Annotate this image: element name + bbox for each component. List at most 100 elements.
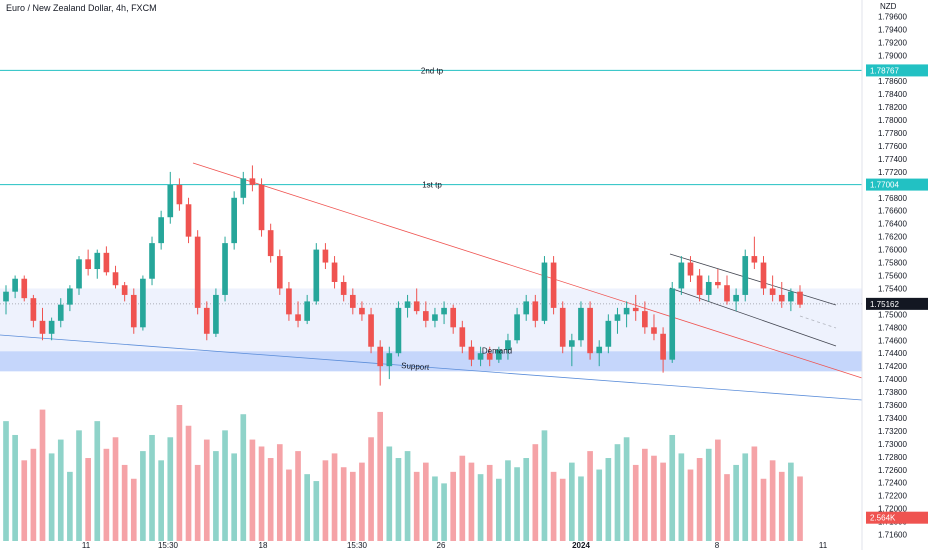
candle-body <box>578 307 584 341</box>
candle-body <box>413 301 420 312</box>
candle-body <box>149 243 155 279</box>
support-line-label: Support <box>401 361 430 372</box>
price-tick-label: 1.74600 <box>878 336 907 345</box>
price-tag-box <box>866 64 928 77</box>
volume-bar <box>94 421 101 541</box>
price-tick-label: 1.72800 <box>878 453 907 462</box>
volume-bar <box>194 464 201 541</box>
price-tick-label: 1.78400 <box>878 90 907 99</box>
price-tick-label: 1.75400 <box>878 284 907 293</box>
volume-bar <box>130 478 137 541</box>
candle-body <box>432 314 438 321</box>
candle-body <box>532 301 539 321</box>
volume-bar <box>705 448 712 541</box>
candle-body <box>623 307 630 315</box>
volume-bar <box>477 474 484 541</box>
volume-bar <box>67 471 73 541</box>
descending-trendline <box>192 162 863 379</box>
price-tick-label: 1.75800 <box>878 259 907 268</box>
price-tick-label: 1.77800 <box>878 129 907 138</box>
candle-body <box>249 178 256 185</box>
candle-body <box>404 301 411 308</box>
volume-bar <box>167 437 174 541</box>
volume-bar <box>140 451 146 541</box>
volume-tag: 2.564K <box>866 511 928 524</box>
price-tick-label: 1.79000 <box>878 51 907 60</box>
time-tick-label: 15:30 <box>158 541 179 550</box>
candle-body <box>660 333 666 360</box>
candle-body <box>48 320 55 334</box>
first-tp-label: 1st tp <box>422 181 442 190</box>
price-tick-label: 1.74000 <box>878 375 907 384</box>
demand-zone <box>0 351 862 372</box>
volume-bar <box>203 439 210 541</box>
volume-bar <box>340 467 347 541</box>
candle-body <box>477 353 484 360</box>
candle-body <box>222 243 228 295</box>
candle-body <box>130 294 137 328</box>
volume-bar <box>541 430 548 541</box>
volume-bar <box>778 471 785 541</box>
channel-lower-line <box>669 287 837 347</box>
volume-bar <box>295 451 301 541</box>
volume-bar <box>559 478 566 541</box>
volume-bar <box>550 471 557 541</box>
current-price-tag: 1.75162 <box>866 297 928 310</box>
volume-bar <box>605 458 612 541</box>
candle-body <box>176 184 183 205</box>
price-tag-label: 1.77004 <box>870 181 899 190</box>
candle-body <box>267 230 274 257</box>
candle-body <box>276 256 283 289</box>
time-tick-label: 26 <box>437 541 446 550</box>
volume-bar <box>532 444 539 541</box>
volume-bar <box>642 448 648 541</box>
volume-bar <box>267 458 274 541</box>
price-tick-label: 1.79200 <box>878 38 907 47</box>
candle-body <box>505 340 511 350</box>
price-tick-label: 1.73800 <box>878 388 907 397</box>
volume-bar <box>3 421 9 541</box>
volume-bar <box>450 471 457 541</box>
volume-bar <box>21 460 28 541</box>
candle-body <box>258 184 265 231</box>
price-tag-box <box>866 297 928 310</box>
candle-body <box>213 294 219 334</box>
channel-upper-line <box>669 253 837 306</box>
volume-bar <box>322 460 329 541</box>
volume-bar <box>669 434 676 541</box>
candle-body <box>158 217 164 244</box>
volume-bar <box>377 411 384 541</box>
candle-body <box>514 314 520 341</box>
candle-body <box>194 236 201 308</box>
price-tag-label: 1.75162 <box>870 300 899 309</box>
candle-body <box>103 252 110 273</box>
candle-body <box>614 314 621 321</box>
candle-body <box>167 184 174 218</box>
price-tick-label: 1.77600 <box>878 142 907 151</box>
time-tick-label: 11 <box>82 541 91 550</box>
support-trendline <box>0 334 863 401</box>
candle-body <box>21 278 28 299</box>
1st-tp-price-tag: 1.77004 <box>866 178 928 191</box>
price-tick-label: 1.72000 <box>878 505 907 514</box>
candle-body <box>651 327 657 334</box>
candle-body <box>605 320 612 347</box>
volume-bar <box>240 414 247 541</box>
volume-bar <box>30 448 37 541</box>
volume-bar <box>222 430 228 541</box>
volume-bar <box>587 451 593 541</box>
candle-body <box>541 262 548 321</box>
price-tick-label: 1.76800 <box>878 194 907 203</box>
volume-bar <box>231 453 237 541</box>
candle-body <box>550 262 557 308</box>
range-zone <box>0 288 862 352</box>
price-tag-label: 1.78767 <box>870 66 899 75</box>
candle-body <box>760 262 767 289</box>
time-tick-label: 18 <box>259 541 268 550</box>
volume-bar <box>112 437 119 541</box>
volume-bar <box>276 444 283 541</box>
candle-body <box>486 353 493 360</box>
candle-body <box>322 249 329 263</box>
candle-body <box>669 288 676 360</box>
